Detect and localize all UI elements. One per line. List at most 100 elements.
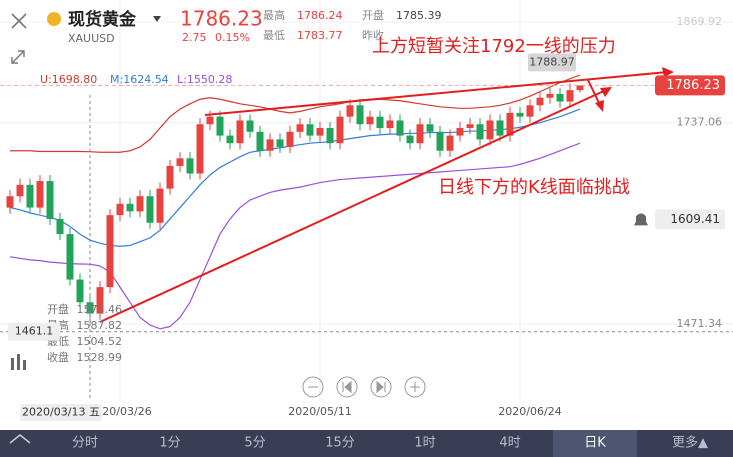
candle-body xyxy=(356,105,364,125)
x-tick-label: 2020/03/26 xyxy=(88,405,151,418)
draw-icon[interactable] xyxy=(9,434,31,444)
candle-body xyxy=(66,234,74,280)
indicator-label: U:1698.80 xyxy=(40,73,97,86)
candle-body xyxy=(306,124,314,136)
tab[interactable]: 日K xyxy=(584,436,606,451)
candle-body xyxy=(76,279,84,303)
candle-body xyxy=(236,120,244,144)
candle-body xyxy=(476,124,484,140)
info-value: 1571.46 xyxy=(77,303,123,316)
candle-body xyxy=(96,287,104,314)
candle-body xyxy=(196,124,204,174)
candle-body xyxy=(556,93,564,102)
candle-body xyxy=(126,203,134,212)
change-pct: 0.15% xyxy=(215,31,250,44)
crosshair-x-box xyxy=(20,404,102,421)
expand-icon[interactable] xyxy=(11,50,25,64)
candle-body xyxy=(16,184,24,197)
candle-body xyxy=(366,116,374,125)
value: 1783.77 xyxy=(297,29,343,42)
candle-body xyxy=(36,181,44,208)
candle-body xyxy=(396,120,404,136)
candle-body xyxy=(106,215,114,288)
candle-body xyxy=(436,131,444,151)
gold-icon xyxy=(47,12,61,26)
dropdown-icon[interactable] xyxy=(153,16,161,22)
candle-body xyxy=(246,120,254,132)
candle-body xyxy=(156,188,164,223)
band-line xyxy=(9,108,581,247)
label: 开盘 xyxy=(362,8,384,22)
candle-body xyxy=(276,139,284,147)
candle-body xyxy=(206,116,214,125)
info-value: 1528.99 xyxy=(77,351,123,364)
candle-body xyxy=(186,158,194,174)
tabs: 分时 1分 5分 15分 1时 4时 日K 更多▲ xyxy=(72,430,708,457)
label: 昨收 xyxy=(362,28,384,42)
tab[interactable]: 分时 xyxy=(72,436,98,451)
candle-body xyxy=(466,124,474,129)
candle-body xyxy=(486,120,494,140)
candle-body xyxy=(346,105,354,117)
active-tab xyxy=(553,430,637,457)
candle-body xyxy=(456,128,464,136)
x-tick-label: 2020/05/11 xyxy=(288,405,351,418)
candle-body xyxy=(6,196,14,208)
candle-body xyxy=(226,135,234,144)
candle-body xyxy=(56,218,64,235)
candle-body xyxy=(546,93,554,98)
high-marker-label: 1788.97 xyxy=(529,55,575,68)
close-icon[interactable] xyxy=(11,13,27,29)
candle-body xyxy=(116,203,124,216)
price-tag xyxy=(655,75,725,96)
tab[interactable]: 更多▲ xyxy=(672,435,708,451)
band-line xyxy=(9,142,581,330)
candle-body xyxy=(266,139,274,151)
symbol: XAUUSD xyxy=(68,32,115,45)
candle-body xyxy=(406,135,414,144)
alert-label: 1609.41 xyxy=(670,212,720,226)
candle-body xyxy=(386,120,394,129)
info-label: 开盘 xyxy=(47,302,69,316)
title: 现货黄金 xyxy=(68,9,137,30)
annotation: 日线下方的K线面临挑战 xyxy=(438,177,630,198)
tab[interactable]: 5分 xyxy=(244,436,265,451)
zoom-controls[interactable] xyxy=(302,376,426,398)
candle-body xyxy=(176,158,184,166)
candle-body xyxy=(26,184,34,208)
candle-body xyxy=(146,196,154,223)
y-tick-label: 1471.34 xyxy=(677,317,723,330)
tab[interactable]: 1时 xyxy=(414,436,435,451)
candle-body xyxy=(136,196,144,212)
candle-body xyxy=(256,131,264,151)
y-tick-label: 1869.92 xyxy=(677,15,723,28)
trend-lines xyxy=(99,67,674,323)
bell-icon[interactable] xyxy=(634,213,648,226)
candle-body xyxy=(286,131,294,147)
value: 1786.24 xyxy=(297,9,343,22)
price: 1786.23 xyxy=(180,7,263,31)
candle-body xyxy=(316,128,324,136)
indicator-label: L:1550.28 xyxy=(177,73,232,86)
candle-body xyxy=(506,112,514,136)
candle-body xyxy=(46,181,54,219)
tab[interactable]: 15分 xyxy=(325,436,355,451)
indicator-icon[interactable] xyxy=(11,354,26,370)
tab[interactable]: 4时 xyxy=(499,436,520,451)
candle-body xyxy=(536,97,544,106)
candle-body xyxy=(526,105,534,117)
info-value: 1587.82 xyxy=(77,319,123,332)
candle-body xyxy=(326,128,334,144)
high-marker xyxy=(528,53,576,72)
candle-body xyxy=(426,124,434,132)
candle-body xyxy=(376,116,384,129)
candle-body xyxy=(566,90,574,102)
crosshair-y-label: 1461.1 xyxy=(15,325,54,338)
indicator-label: M:1624.54 xyxy=(110,73,169,86)
y-tick-label: 1737.06 xyxy=(677,116,723,129)
tab[interactable]: 1分 xyxy=(159,436,180,451)
info-value: 1504.52 xyxy=(77,335,123,348)
alert-tag xyxy=(655,209,725,230)
